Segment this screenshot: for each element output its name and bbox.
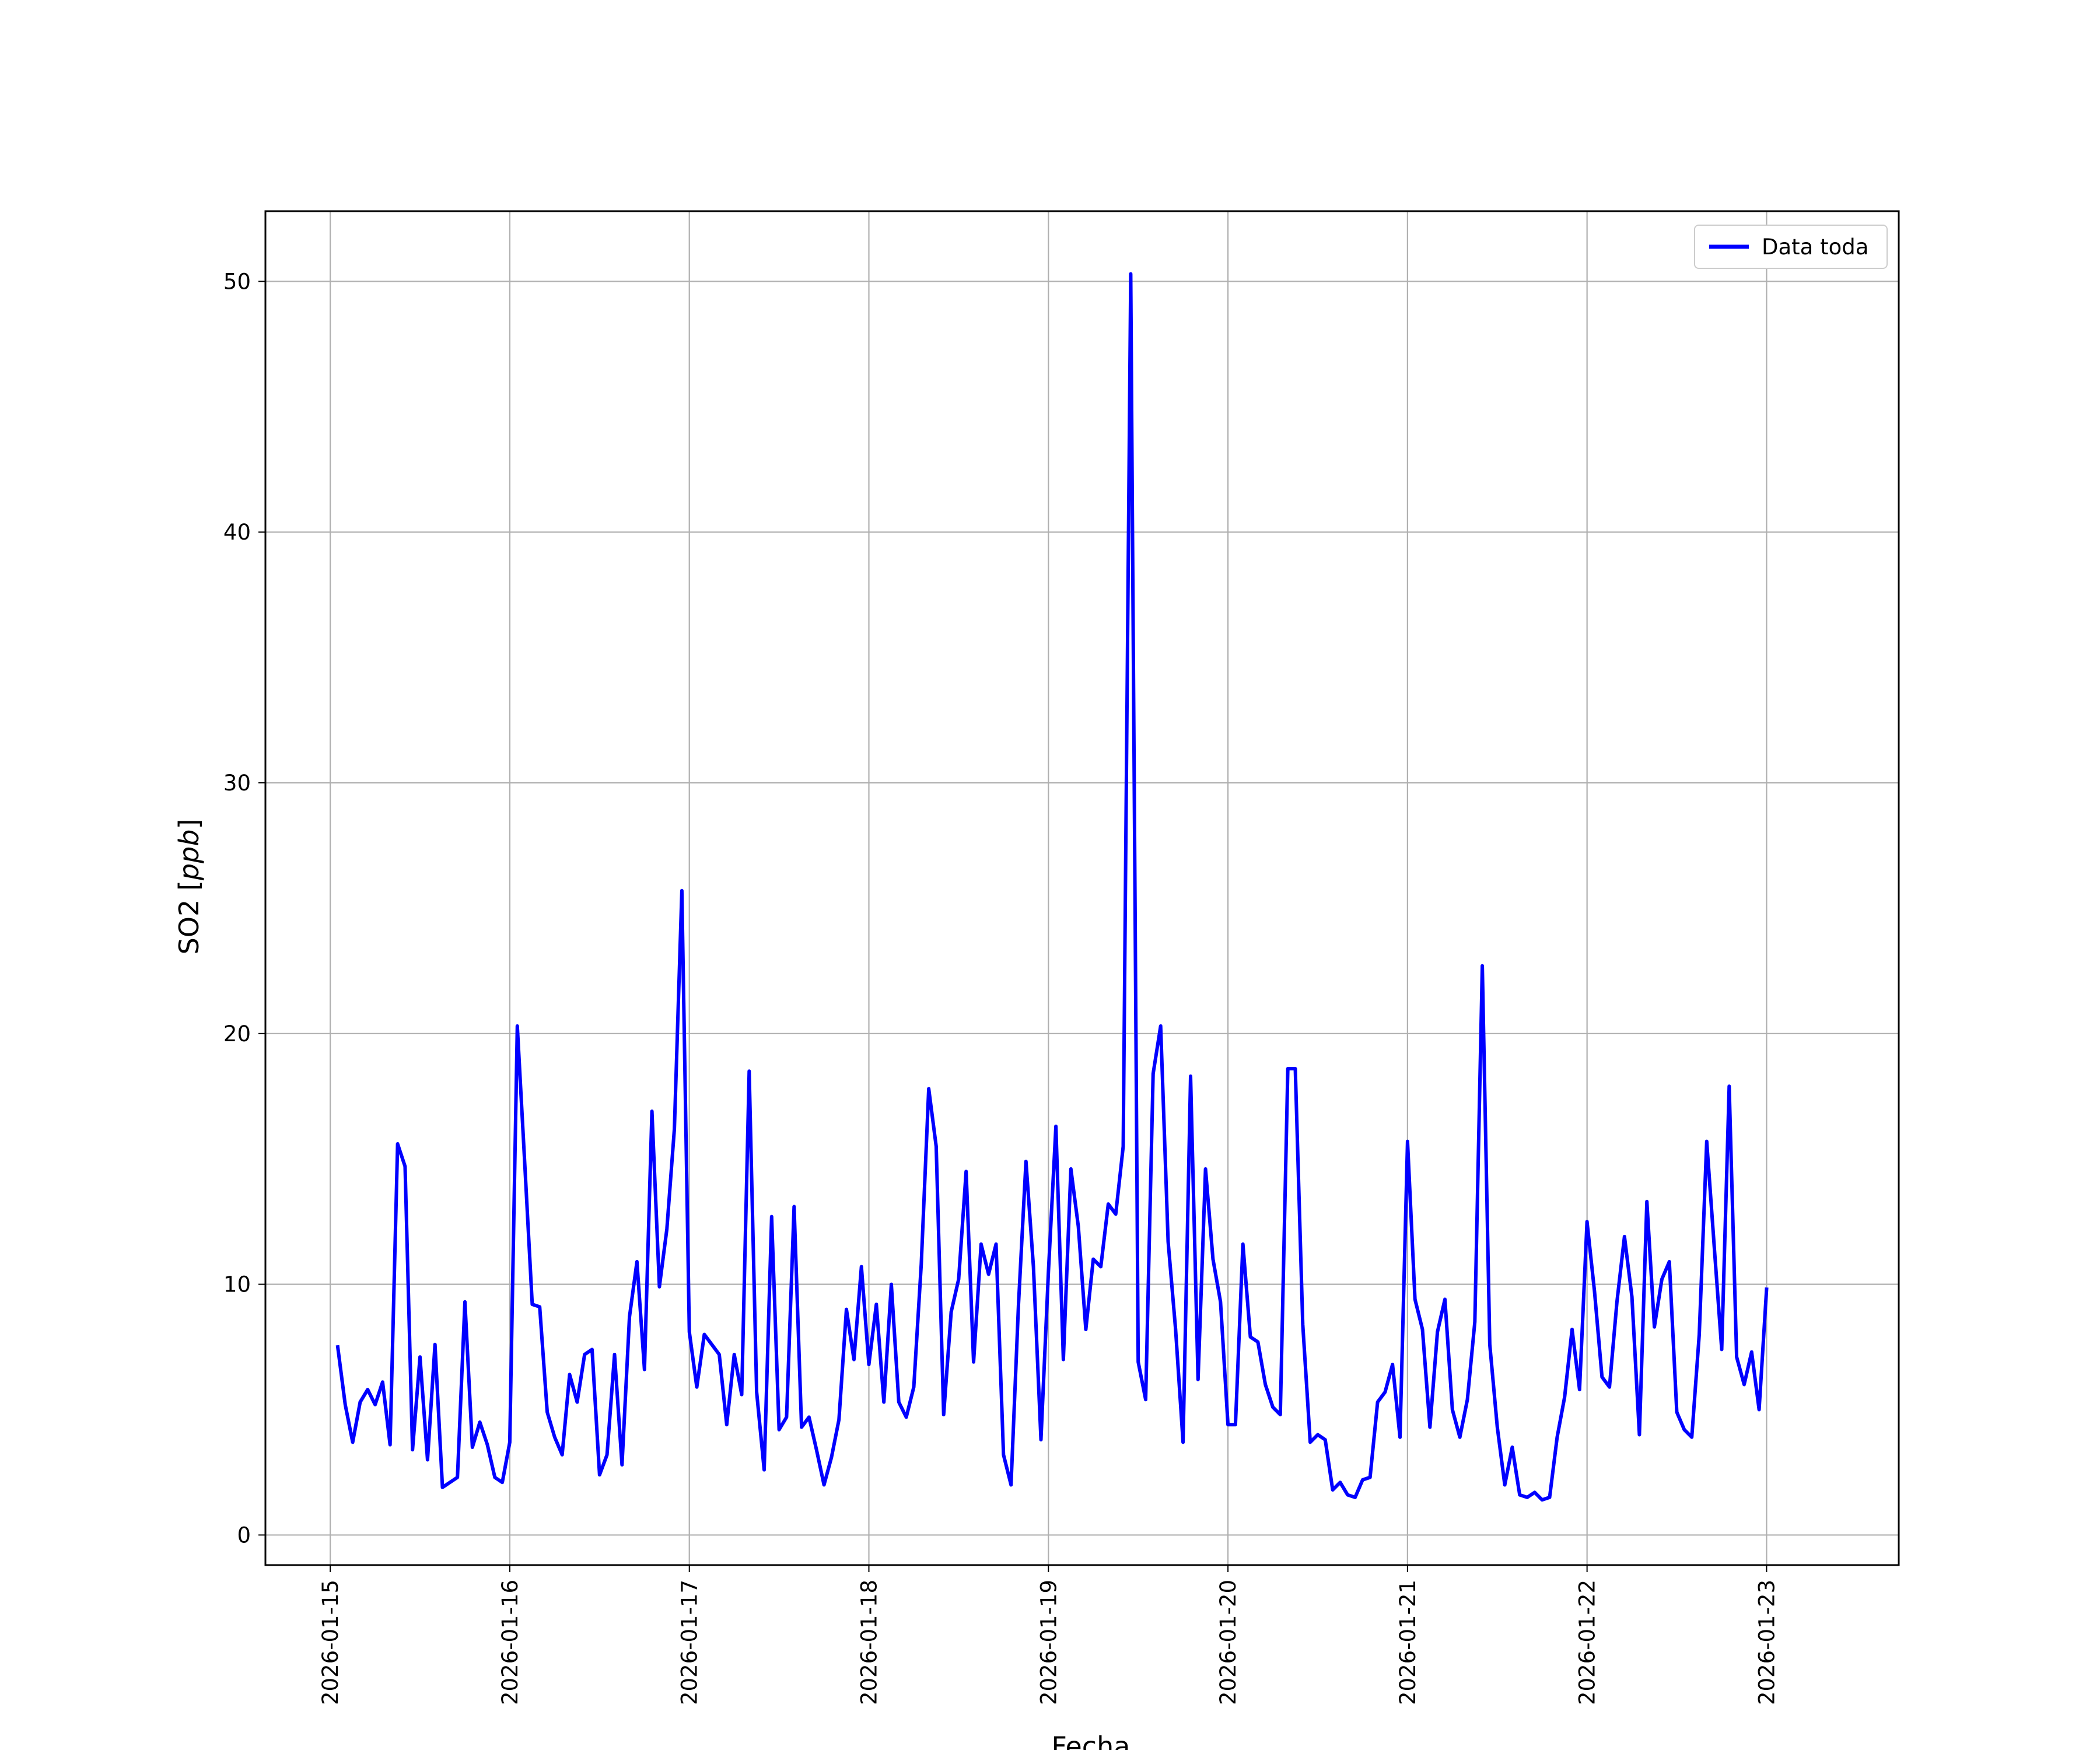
y-tick-label: 40 xyxy=(223,520,251,545)
y-axis-title: SO2 [ppb] xyxy=(173,819,205,955)
x-tick-label: 2026-01-21 xyxy=(1395,1580,1420,1705)
y-axis-title-unit: ppb xyxy=(173,830,205,881)
x-tick-label: 2026-01-15 xyxy=(318,1580,343,1705)
x-tick-label: 2026-01-18 xyxy=(857,1580,882,1705)
x-tick-label: 2026-01-22 xyxy=(1575,1580,1600,1705)
plot-frame xyxy=(264,210,1900,1566)
x-tick-label: 2026-01-17 xyxy=(677,1580,702,1705)
x-axis-title: Fecha xyxy=(1052,1731,1130,1750)
legend-label-data-toda: Data toda xyxy=(1762,235,1868,260)
legend: Data toda xyxy=(1694,225,1888,269)
y-axis-title-close: ] xyxy=(173,819,205,830)
x-tick-label: 2026-01-19 xyxy=(1036,1580,1061,1705)
y-tick-label: 30 xyxy=(223,771,251,796)
x-tick-label: 2026-01-23 xyxy=(1754,1580,1779,1705)
x-tick-label: 2026-01-16 xyxy=(498,1580,523,1705)
series-line-data-toda xyxy=(335,272,1769,1502)
legend-box xyxy=(1694,225,1888,269)
y-tick-label: 10 xyxy=(223,1272,251,1297)
y-axis: 0 10 20 30 40 50 xyxy=(223,269,265,1548)
y-axis-title-text: SO2 [ xyxy=(173,880,205,954)
x-axis: 2026-01-15 2026-01-16 2026-01-17 2026-01-18… xyxy=(318,1565,1779,1705)
y-tick-label: 50 xyxy=(223,269,251,294)
x-tick-label: 2026-01-20 xyxy=(1216,1580,1241,1705)
y-tick-label: 0 xyxy=(237,1522,251,1548)
series-layer xyxy=(335,272,1769,1502)
y-tick-label: 20 xyxy=(223,1021,251,1046)
